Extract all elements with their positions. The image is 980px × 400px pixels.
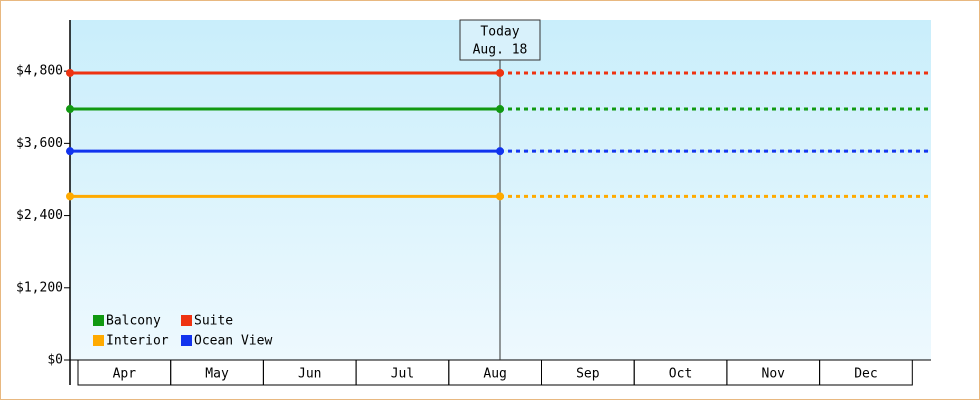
x-tick-label: May <box>205 367 229 382</box>
x-tick-label: Jun <box>298 367 321 382</box>
y-tick-label: $0 <box>47 353 63 368</box>
series-point <box>496 192 504 201</box>
y-tick-label: $3,600 <box>16 136 63 151</box>
series-point <box>496 68 504 77</box>
legend-label: Suite <box>194 314 233 329</box>
legend-swatch <box>93 315 104 326</box>
today-label: Today <box>480 25 519 40</box>
legend-swatch <box>93 335 104 346</box>
y-tick-label: $4,800 <box>16 64 63 79</box>
series-point <box>496 147 504 156</box>
series-point <box>496 105 504 114</box>
y-tick-label: $2,400 <box>16 208 63 223</box>
x-tick-label: Aug <box>483 367 506 382</box>
y-tick-label: $1,200 <box>16 280 63 295</box>
series-point <box>66 105 74 114</box>
x-tick-label: Dec <box>854 367 877 382</box>
series-point <box>66 192 74 201</box>
x-tick-label: Oct <box>669 367 692 382</box>
x-tick-label: Nov <box>762 367 786 382</box>
legend-label: Interior <box>106 334 169 349</box>
today-box <box>459 19 541 61</box>
legend-swatch <box>181 335 192 346</box>
x-tick-label: Apr <box>113 367 137 382</box>
legend-swatch <box>181 315 192 326</box>
x-tick-label: Jul <box>391 367 414 382</box>
legend-label: Balcony <box>106 314 161 329</box>
series-point <box>66 68 74 77</box>
x-tick-label: Sep <box>576 367 600 382</box>
legend-label: Ocean View <box>194 334 272 349</box>
series-point <box>66 147 74 156</box>
today-date: Aug. 18 <box>473 43 528 58</box>
